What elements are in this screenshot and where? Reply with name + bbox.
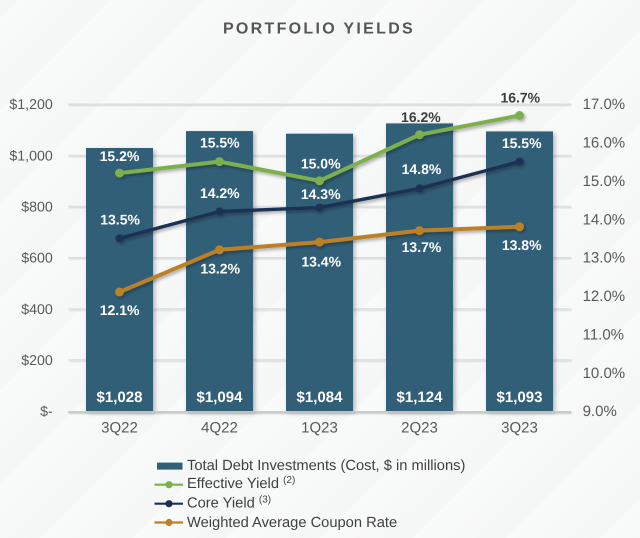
svg-text:12.1%: 12.1% [100, 302, 140, 318]
svg-text:PORTFOLIO YIELDS: PORTFOLIO YIELDS [223, 20, 415, 37]
svg-text:13.5%: 13.5% [100, 212, 140, 228]
svg-text:3Q23: 3Q23 [501, 420, 538, 437]
svg-text:14.0%: 14.0% [583, 211, 626, 228]
svg-text:14.2%: 14.2% [200, 185, 240, 201]
svg-text:$800: $800 [21, 200, 53, 216]
svg-text:$200: $200 [21, 353, 53, 369]
svg-text:13.0%: 13.0% [583, 250, 626, 267]
svg-text:$1,084: $1,084 [297, 389, 344, 406]
svg-text:$1,000: $1,000 [9, 148, 53, 164]
svg-text:3Q22: 3Q22 [101, 420, 138, 437]
svg-text:15.5%: 15.5% [200, 134, 240, 150]
svg-text:9.0%: 9.0% [583, 403, 617, 420]
svg-text:Total Debt Investments (Cost,: Total Debt Investments (Cost, $ in milli… [187, 458, 465, 474]
svg-text:$1,200: $1,200 [9, 97, 53, 113]
svg-text:$600: $600 [21, 251, 53, 267]
svg-text:17.0%: 17.0% [583, 96, 626, 113]
svg-text:11.0%: 11.0% [583, 326, 624, 343]
svg-text:10.0%: 10.0% [583, 365, 626, 382]
svg-text:15.0%: 15.0% [583, 173, 626, 190]
svg-text:Effective Yield (2): Effective Yield (2) [187, 475, 295, 492]
svg-text:$-: $- [40, 404, 53, 420]
svg-text:1Q23: 1Q23 [301, 420, 338, 437]
svg-text:14.8%: 14.8% [402, 161, 442, 177]
svg-text:$1,124: $1,124 [397, 389, 444, 406]
svg-text:$1,094: $1,094 [197, 389, 244, 406]
svg-text:16.0%: 16.0% [583, 135, 626, 152]
svg-text:15.5%: 15.5% [502, 135, 542, 151]
svg-text:13.4%: 13.4% [301, 253, 341, 269]
svg-text:15.0%: 15.0% [301, 156, 341, 172]
svg-text:14.3%: 14.3% [301, 186, 341, 202]
svg-text:16.2%: 16.2% [401, 109, 441, 125]
svg-text:15.2%: 15.2% [100, 148, 140, 164]
svg-text:16.7%: 16.7% [500, 90, 540, 106]
svg-text:$400: $400 [21, 302, 53, 318]
svg-text:2Q23: 2Q23 [401, 420, 438, 437]
svg-text:13.2%: 13.2% [200, 261, 240, 277]
svg-text:$1,093: $1,093 [497, 389, 543, 406]
svg-text:4Q22: 4Q22 [201, 420, 238, 437]
svg-text:Weighted Average Coupon Rate: Weighted Average Coupon Rate [187, 515, 397, 531]
svg-text:$1,028: $1,028 [97, 389, 143, 406]
svg-text:13.8%: 13.8% [502, 237, 542, 253]
svg-text:Core Yield (3): Core Yield (3) [187, 494, 271, 511]
svg-text:13.7%: 13.7% [402, 239, 442, 255]
svg-text:12.0%: 12.0% [583, 288, 626, 305]
